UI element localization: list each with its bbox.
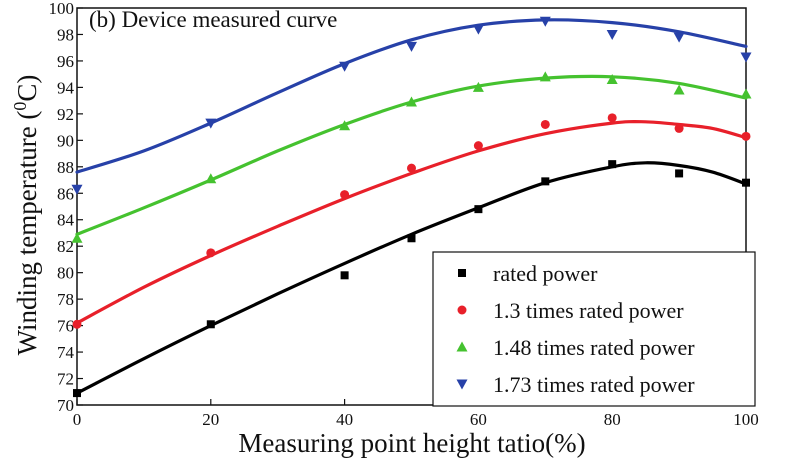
data-point-series-2 [741,131,751,141]
y-tick-label: 76 [57,317,74,336]
legend-label: 1.73 times rated power [493,372,695,397]
y-tick-label: 88 [57,158,74,177]
data-point-series-1 [742,178,750,187]
legend-label: 1.3 times rated power [493,298,684,323]
data-point-series-1 [206,320,215,329]
x-axis-title: Measuring point height tatio(%) [238,428,585,458]
data-point-series-4 [606,29,618,40]
data-point-series-2 [72,319,82,329]
x-tick-label: 100 [733,410,759,429]
data-point-series-3 [539,71,551,82]
y-axis-title-superscript: 0 [10,102,30,111]
data-point-series-4 [472,24,484,35]
data-point-series-1 [407,234,416,243]
legend-marker [458,269,466,277]
y-axis: 70 72 74 76 78 80 82 84 86 88 90 92 94 96 98 100 [49,0,83,415]
data-point-series-3 [71,232,83,243]
data-point-series-4 [740,52,752,63]
y-axis-title-unit: C) [12,75,42,102]
y-tick-label: 84 [57,211,75,230]
data-point-series-3 [205,173,217,184]
data-point-series-1 [541,177,550,186]
legend-label: rated power [493,261,598,286]
data-point-series-2 [674,123,684,133]
data-point-series-3 [606,73,618,84]
data-point-series-3 [740,88,752,99]
data-point-series-4 [71,184,83,195]
y-tick-label: 74 [57,343,75,362]
data-point-series-2 [407,163,416,173]
y-tick-label: 94 [57,78,75,97]
data-point-series-1 [73,389,81,398]
y-tick-label: 92 [57,105,74,124]
legend-box [432,251,756,407]
plot-border [76,7,747,406]
data-point-series-3 [339,120,351,131]
x-tick-label: 20 [202,410,219,429]
plot-frame [76,7,747,406]
fit-line-series-4 [75,18,748,174]
chart-title: (b) Device measured curve [89,7,337,32]
data-point-series-2 [540,119,550,129]
data-point-series-1 [608,160,617,169]
y-tick-label: 100 [49,0,75,18]
data-point-series-1 [675,169,684,178]
x-tick-label: 0 [73,410,82,429]
data-point-series-3 [472,81,484,92]
x-tick-label: 40 [336,410,353,429]
y-tick-label: 86 [57,184,74,203]
data-point-series-4 [205,118,217,129]
legend-marker [457,305,467,315]
data-point-series-2 [206,248,216,258]
y-tick-label: 70 [57,396,74,415]
y-tick-label: 78 [57,290,74,309]
y-tick-label: 98 [57,25,74,44]
data-point-series-2 [607,113,617,123]
data-point-series-4 [339,61,351,72]
y-axis-title: Winding temperature (0C) [10,75,42,356]
y-tick-label: 90 [57,131,74,150]
x-tick-label: 60 [470,410,487,429]
y-tick-label: 82 [57,237,74,256]
data-point-series-2 [340,190,350,200]
x-tick-label: 80 [604,410,621,429]
data-point-series-1 [340,271,349,280]
data-point-series-3 [673,84,685,95]
data-point-series-4 [673,32,685,43]
data-point-series-4 [539,16,551,27]
x-axis: 0 20 40 60 80 100 [73,399,759,429]
y-tick-label: 80 [57,264,74,283]
data-point-series-4 [406,41,417,52]
legend-marker [456,379,468,390]
data-point-series-3 [406,96,417,107]
legend-label: 1.48 times rated power [493,335,695,360]
data-point-series-1 [474,205,483,214]
legend-marker [456,341,468,352]
y-tick-label: 72 [57,370,74,389]
legend: rated power 1.3 times rated power 1.48 tim… [432,251,756,407]
y-axis-title-main: Winding temperature ( [12,111,42,356]
data-markers [71,16,752,398]
y-tick-label: 96 [57,52,74,71]
data-point-series-2 [473,141,483,151]
